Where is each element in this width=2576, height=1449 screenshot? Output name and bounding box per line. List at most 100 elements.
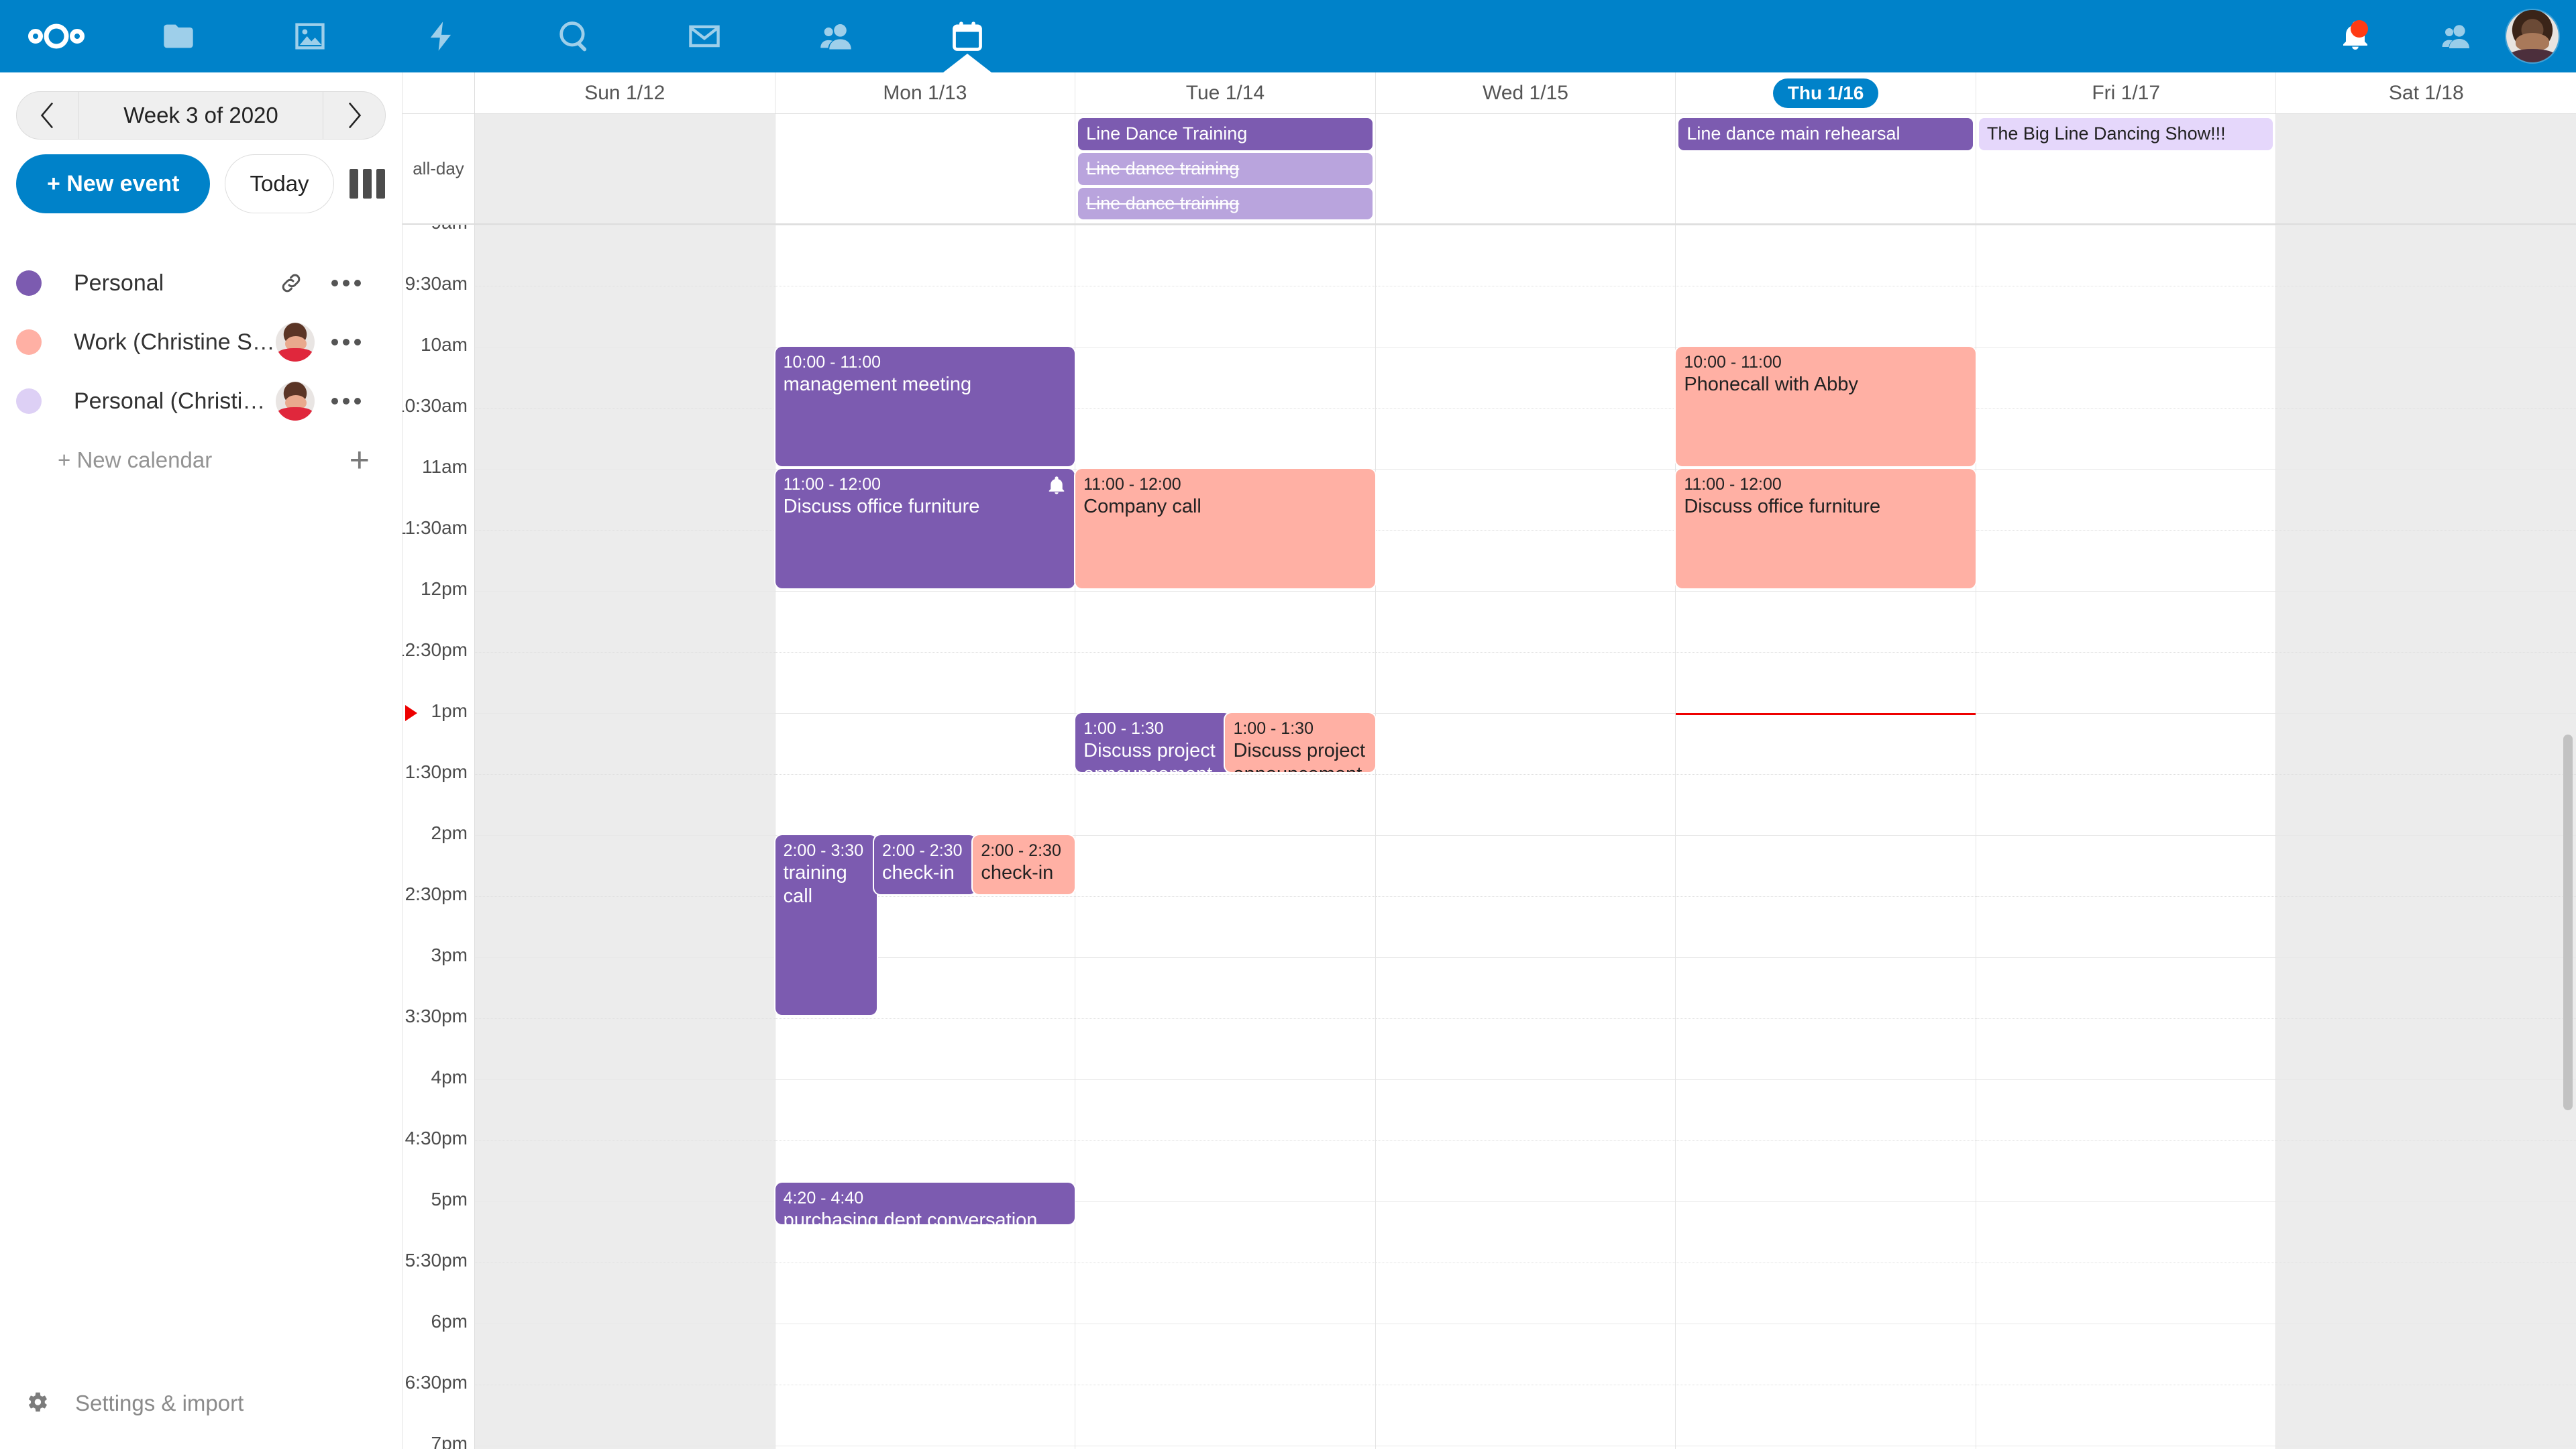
new-calendar-row[interactable]: + New calendar + [0,431,402,490]
time-label: 7pm [425,1433,468,1449]
current-week-label[interactable]: Week 3 of 2020 [78,92,323,139]
calendar-event[interactable]: 11:00 - 12:00 Company call [1075,469,1375,589]
nav-app-calendar[interactable] [902,0,1033,72]
all-day-col-wed[interactable] [1376,114,1676,224]
all-day-col-thu[interactable]: Line dance main rehearsal [1676,114,1976,224]
all-day-event[interactable]: The Big Line Dancing Show!!! [1978,118,2273,150]
day-column-thu[interactable]: 10:00 - 11:00 Phonecall with Abby 11:00 - … [1676,225,1976,1449]
calendar-item-work-christine-schott[interactable]: Work (Christine Schott) [0,313,402,372]
grid-line [775,774,1075,775]
time-label: 12:30pm [402,639,468,661]
day-column-tue[interactable]: 11:00 - 12:00 Company call 1:00 - 1:30 Disc… [1075,225,1376,1449]
all-day-col-mon[interactable] [775,114,1076,224]
topbar-right-group [2305,0,2576,72]
grid-line [1375,591,1676,592]
nav-app-files[interactable] [113,0,244,72]
day-column-mon[interactable]: 10:00 - 11:00 management meeting 11:00 - 1… [775,225,1076,1449]
notifications-button[interactable] [2305,0,2406,72]
nav-app-contacts[interactable] [770,0,902,72]
grid-line [1375,469,1676,470]
grid-line [1976,1201,2276,1203]
all-day-event[interactable]: Line dance training [1078,152,1373,185]
calendar-event[interactable]: 4:20 - 4:40 purchasing dept conversation [775,1183,1075,1225]
day-header-tue[interactable]: Tue 1/14 [1075,72,1376,113]
date-navigation: Week 3 of 2020 [16,91,386,140]
day-header-label: Mon 1/13 [883,81,967,104]
time-label: 4:30pm [402,1128,468,1150]
time-label: 3:30pm [402,1006,468,1028]
calendar-item-personal[interactable]: Personal [0,254,402,313]
nav-app-mail[interactable] [639,0,770,72]
grid-line [2276,591,2576,592]
calendar-color-dot[interactable] [16,329,42,355]
day-header-wed[interactable]: Wed 1/15 [1376,72,1676,113]
day-header-fri[interactable]: Fri 1/17 [1976,72,2277,113]
nav-app-photos[interactable] [244,0,376,72]
calendar-actions-menu[interactable] [323,339,370,345]
grid-line [1676,591,1976,592]
day-column-sun[interactable] [475,225,775,1449]
calendar-list: Personal Work (Christine Schott) Persona… [0,254,402,490]
event-time: 11:00 - 12:00 [1083,475,1181,494]
all-day-event[interactable]: Line Dance Training [1078,118,1373,150]
event-title: management meeting [783,373,972,395]
calendar-event[interactable]: 2:00 - 2:30 check-in [873,835,976,895]
nextcloud-logo[interactable] [0,0,113,72]
grid-line [2276,896,2576,898]
calendar-event[interactable]: 10:00 - 11:00 Phonecall with Abby [1676,347,1976,467]
time-label: 12pm [415,578,468,600]
nav-app-activity[interactable] [376,0,507,72]
grid-line [1375,835,1676,837]
next-week-button[interactable] [323,92,385,139]
calendar-event[interactable]: 10:00 - 11:00 management meeting [775,347,1075,467]
nav-app-search[interactable] [507,0,639,72]
all-day-col-sat[interactable] [2276,114,2576,224]
grid-line [1976,1140,2276,1142]
grid-line [775,652,1075,653]
day-column-fri[interactable] [1976,225,2277,1449]
all-day-col-tue[interactable]: Line Dance Training Line dance training Li… [1075,114,1376,224]
plus-icon[interactable]: + [349,441,370,480]
previous-week-button[interactable] [17,92,78,139]
all-day-col-fri[interactable]: The Big Line Dancing Show!!! [1976,114,2277,224]
grid-line [1075,896,1375,898]
new-event-button[interactable]: + New event [16,154,211,213]
event-time: 10:00 - 11:00 [783,353,881,372]
calendar-actions-menu[interactable] [323,280,370,286]
today-button[interactable]: Today [225,154,334,213]
calendar-event[interactable]: 11:00 - 12:00 Discuss office furniture [1676,469,1976,589]
calendar-color-dot[interactable] [16,388,42,414]
all-day-event[interactable]: Line dance training [1078,187,1373,220]
day-header-sun[interactable]: Sun 1/12 [475,72,775,113]
sidebar-actions: + New event Today [16,154,386,213]
calendar-event[interactable]: 11:00 - 12:00 Discuss office furniture [775,469,1075,589]
grid-line [1976,530,2276,531]
time-label: 5:30pm [402,1250,468,1272]
time-gutter: 9am 9:30am 10am 10:30am 11am 11:30am 12pm 12:30… [402,225,475,1449]
calendar-event[interactable]: 2:00 - 3:30 training call [775,835,877,1016]
calendar-item-personal-christine-schott[interactable]: Personal (Christine Scho... [0,372,402,431]
calendar-color-dot[interactable] [16,270,42,296]
vertical-scrollbar[interactable] [2563,735,2573,1111]
grid-line [2276,652,2576,653]
settings-and-import-button[interactable]: Settings & import [0,1374,402,1433]
all-day-event[interactable]: Line dance main rehearsal [1678,118,1973,150]
grid-line [2276,469,2576,470]
all-day-label: all-day [402,114,475,224]
contacts-menu-button[interactable] [2406,0,2506,72]
view-mode-icon[interactable] [349,154,386,213]
day-header-thu[interactable]: Thu 1/16 [1676,72,1976,113]
grid-line [1676,1201,1976,1203]
grid-line [1976,1018,2276,1020]
all-day-col-sun[interactable] [475,114,775,224]
day-column-wed[interactable] [1375,225,1676,1449]
calendar-actions-menu[interactable] [323,398,370,405]
user-avatar[interactable] [2506,10,2559,62]
day-header-mon[interactable]: Mon 1/13 [775,72,1076,113]
day-header-sat[interactable]: Sat 1/18 [2276,72,2576,113]
calendar-event[interactable]: 2:00 - 2:30 check-in [973,835,1075,895]
link-icon[interactable] [268,271,315,295]
day-column-sat[interactable] [2276,225,2576,1449]
